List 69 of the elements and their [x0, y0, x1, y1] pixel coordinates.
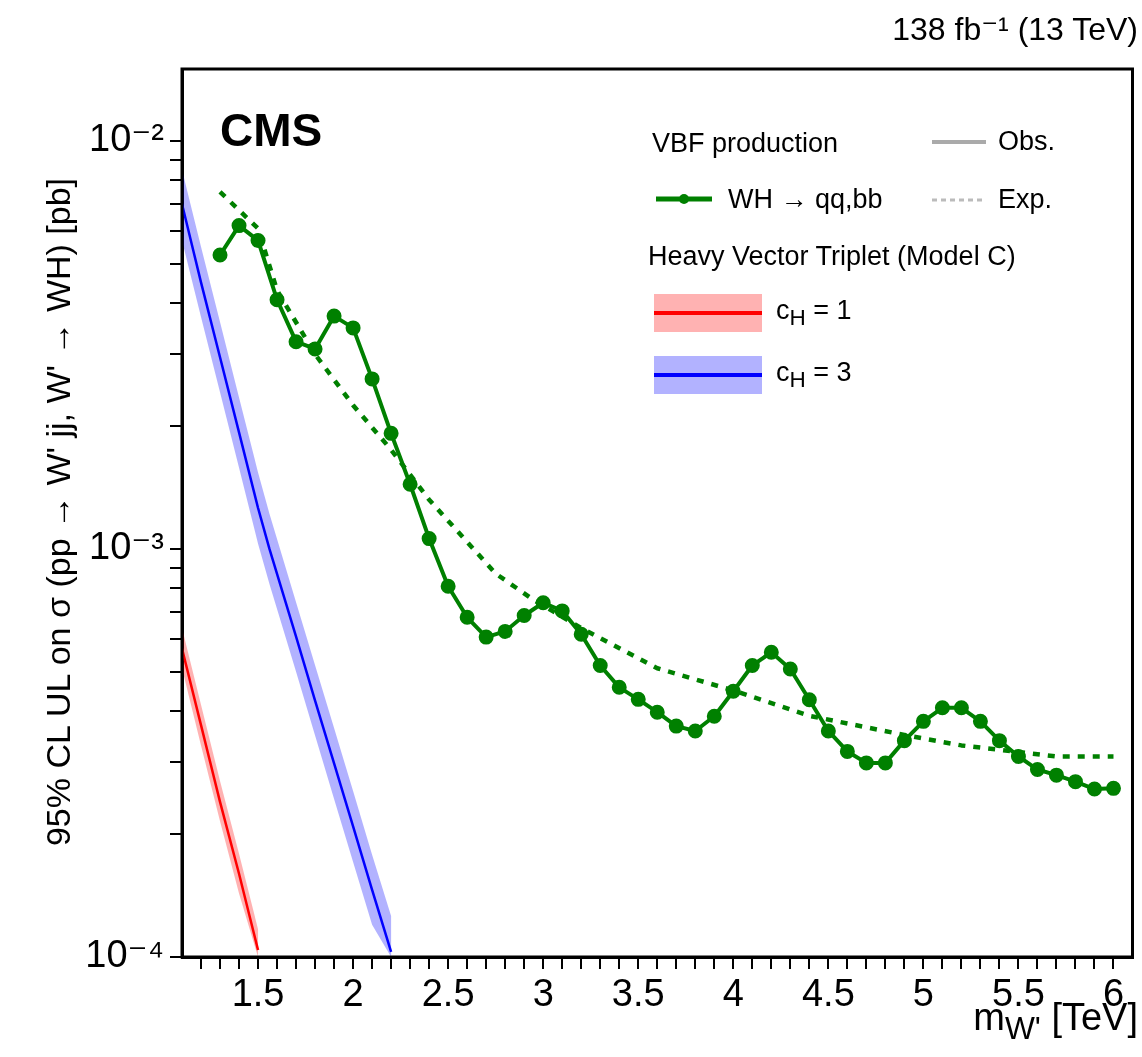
- y-axis-title: 95% CL UL on σ (pp → W' jj, W' → WH) [pb]: [38, 177, 78, 847]
- point: [1048, 767, 1064, 783]
- point: [1105, 780, 1121, 796]
- x-tick-label: 5: [912, 972, 934, 1015]
- point: [896, 733, 912, 749]
- point: [858, 755, 874, 771]
- point: [991, 733, 1007, 749]
- x-tick-label: 2: [342, 972, 364, 1015]
- point: [877, 755, 893, 771]
- point: [497, 623, 513, 639]
- point: [706, 708, 722, 724]
- annotation: Obs.: [998, 126, 1056, 157]
- point: [801, 692, 817, 708]
- point: [839, 743, 855, 759]
- point: [402, 476, 418, 492]
- point: [250, 232, 266, 248]
- annotation: Exp.: [998, 184, 1053, 215]
- point: [288, 334, 304, 350]
- point: [687, 723, 703, 739]
- point: [744, 658, 760, 673]
- point: [782, 661, 798, 677]
- text: 138 fb⁻¹ (13 TeV): [892, 10, 1138, 48]
- annotation: CMS: [220, 103, 323, 157]
- point: [440, 578, 456, 594]
- point: [326, 308, 342, 324]
- legend-label: WH → qq,bb: [728, 183, 883, 215]
- point: [611, 679, 627, 695]
- y-tick-label: 10⁻³: [89, 525, 164, 568]
- point: [364, 371, 380, 387]
- x-tick-label: 2.5: [421, 972, 475, 1015]
- point: [649, 704, 665, 720]
- point: [934, 700, 950, 716]
- point: [535, 595, 551, 611]
- point: [915, 713, 931, 729]
- point: [554, 603, 570, 619]
- x-tick-label: 1.5: [231, 972, 285, 1015]
- point: [1086, 781, 1102, 797]
- point: [1010, 748, 1026, 764]
- legend-label: c$_{H}$ = 3: [776, 356, 852, 394]
- y-tick-label: 10⁻⁴: [85, 933, 164, 976]
- point: [345, 320, 361, 336]
- point: [231, 218, 247, 234]
- y-tick-label: 10⁻²: [89, 117, 164, 160]
- point: [516, 607, 532, 623]
- point: [763, 644, 779, 660]
- legend-title: VBF production: [652, 128, 839, 158]
- point: [725, 683, 741, 699]
- annotation: Heavy Vector Triplet (Model C): [648, 240, 1017, 273]
- point: [1067, 774, 1083, 790]
- x-tick-label: 3.5: [611, 972, 665, 1015]
- x-tick-label: 3: [532, 972, 554, 1015]
- point: [1029, 762, 1045, 778]
- point: [307, 341, 323, 357]
- point: [630, 691, 646, 707]
- point: [668, 718, 684, 734]
- point: [972, 713, 988, 729]
- x-tick-label: 4.5: [801, 972, 855, 1015]
- point: [573, 626, 589, 642]
- point: [592, 658, 608, 673]
- point: [421, 531, 437, 547]
- point: [459, 609, 475, 625]
- point: [478, 629, 494, 645]
- point: [212, 247, 228, 263]
- point: [269, 292, 285, 308]
- point: [383, 425, 399, 441]
- point: [953, 700, 969, 716]
- legend-label: c$_{H}$ = 1: [776, 294, 852, 332]
- point: [820, 723, 836, 739]
- x-tick-label: 4: [722, 972, 744, 1015]
